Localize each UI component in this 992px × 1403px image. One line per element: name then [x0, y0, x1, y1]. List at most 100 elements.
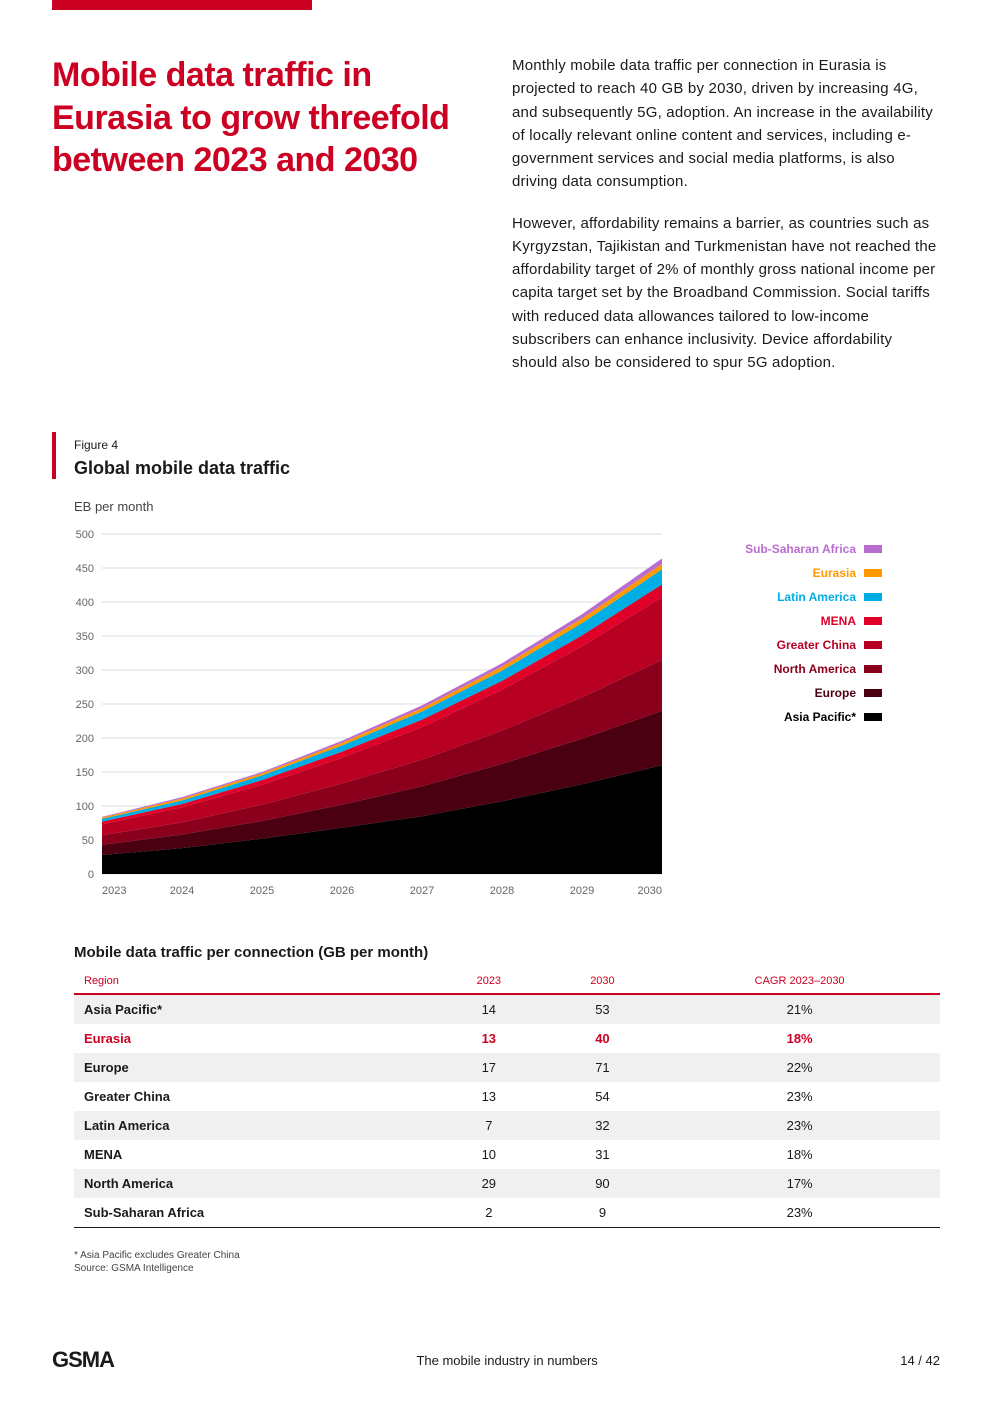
table-cell: 23% — [659, 1111, 940, 1140]
page-footer: GSMA The mobile industry in numbers 14 /… — [52, 1347, 940, 1373]
figure-header: Figure 4 Global mobile data traffic — [52, 432, 940, 479]
table-cell: 14 — [432, 994, 546, 1024]
svg-text:2024: 2024 — [170, 885, 194, 897]
table-cell: 21% — [659, 994, 940, 1024]
legend-item: Asia Pacific* — [688, 710, 882, 724]
table-cell: 90 — [546, 1169, 660, 1198]
legend-swatch — [864, 569, 882, 577]
table-cell: North America — [74, 1169, 432, 1198]
legend-label: Latin America — [777, 590, 856, 604]
legend-label: North America — [774, 662, 856, 676]
table-cell: 71 — [546, 1053, 660, 1082]
legend-swatch — [864, 617, 882, 625]
table-cell: 13 — [432, 1024, 546, 1053]
table-cell: 18% — [659, 1024, 940, 1053]
legend-item: North America — [688, 662, 882, 676]
chart-legend: Sub-Saharan Africa Eurasia Latin America ME… — [672, 524, 882, 734]
table-cell: 9 — [546, 1198, 660, 1228]
legend-label: Sub-Saharan Africa — [745, 542, 856, 556]
table-column-header: 2030 — [546, 969, 660, 994]
svg-text:2027: 2027 — [410, 885, 434, 897]
table-cell: 2 — [432, 1198, 546, 1228]
svg-text:450: 450 — [76, 563, 94, 575]
table-cell: 53 — [546, 994, 660, 1024]
table-column-header: CAGR 2023–2030 — [659, 969, 940, 994]
figure-title: Global mobile data traffic — [74, 458, 940, 479]
table-column-header: Region — [74, 969, 432, 994]
svg-text:2029: 2029 — [570, 885, 594, 897]
table-row: Latin America73223% — [74, 1111, 940, 1140]
svg-text:100: 100 — [76, 801, 94, 813]
table-cell: Greater China — [74, 1082, 432, 1111]
table-cell: Latin America — [74, 1111, 432, 1140]
header-accent-bar — [52, 0, 312, 10]
table-cell: MENA — [74, 1140, 432, 1169]
table-row: Europe177122% — [74, 1053, 940, 1082]
table-cell: Eurasia — [74, 1024, 432, 1053]
footnote-2: Source: GSMA Intelligence — [74, 1263, 940, 1274]
table-row: North America299017% — [74, 1169, 940, 1198]
table-cell: 29 — [432, 1169, 546, 1198]
legend-item: Greater China — [688, 638, 882, 652]
legend-label: Eurasia — [813, 566, 856, 580]
svg-text:2028: 2028 — [490, 885, 514, 897]
table-cell: 22% — [659, 1053, 940, 1082]
figure-number: Figure 4 — [74, 438, 940, 452]
svg-text:500: 500 — [76, 529, 94, 541]
table-cell: 18% — [659, 1140, 940, 1169]
chart-container: EB per month 0 50 100 150 200 250 300 350 400 450… — [52, 499, 940, 904]
body-paragraph-1: Monthly mobile data traffic per connecti… — [512, 54, 940, 194]
footnote-1: * Asia Pacific excludes Greater China — [74, 1250, 940, 1261]
svg-text:2025: 2025 — [250, 885, 274, 897]
svg-text:150: 150 — [76, 767, 94, 779]
table-cell: Europe — [74, 1053, 432, 1082]
data-table: Region20232030CAGR 2023–2030 Asia Pacifi… — [74, 969, 940, 1228]
table-cell: 23% — [659, 1082, 940, 1111]
table-row: Greater China135423% — [74, 1082, 940, 1111]
table-row: MENA103118% — [74, 1140, 940, 1169]
legend-swatch — [864, 689, 882, 697]
page-content: Mobile data traffic in Eurasia to grow t… — [52, 54, 940, 1276]
table-column-header: 2023 — [432, 969, 546, 994]
table-cell: Asia Pacific* — [74, 994, 432, 1024]
svg-text:300: 300 — [76, 665, 94, 677]
chart-y-axis-unit: EB per month — [52, 499, 940, 514]
table-row: Asia Pacific*145321% — [74, 994, 940, 1024]
body-text-column: Monthly mobile data traffic per connecti… — [512, 54, 940, 392]
legend-swatch — [864, 665, 882, 673]
table-cell: 32 — [546, 1111, 660, 1140]
legend-label: MENA — [821, 614, 856, 628]
table-cell: 54 — [546, 1082, 660, 1111]
table-title: Mobile data traffic per connection (GB p… — [74, 944, 940, 961]
svg-text:400: 400 — [76, 597, 94, 609]
table-cell: Sub-Saharan Africa — [74, 1198, 432, 1228]
table-row: Sub-Saharan Africa2923% — [74, 1198, 940, 1228]
table-cell: 40 — [546, 1024, 660, 1053]
legend-label: Europe — [815, 686, 856, 700]
stacked-area-chart: 0 50 100 150 200 250 300 350 400 450 500 2023 2024 20… — [52, 524, 672, 904]
table-cell: 7 — [432, 1111, 546, 1140]
svg-text:200: 200 — [76, 733, 94, 745]
page-heading: Mobile data traffic in Eurasia to grow t… — [52, 54, 480, 392]
table-cell: 31 — [546, 1140, 660, 1169]
body-paragraph-2: However, affordability remains a barrier… — [512, 212, 940, 375]
legend-item: Sub-Saharan Africa — [688, 542, 882, 556]
legend-label: Asia Pacific* — [784, 710, 856, 724]
svg-text:250: 250 — [76, 699, 94, 711]
footnotes: * Asia Pacific excludes Greater China So… — [52, 1250, 940, 1274]
legend-swatch — [864, 713, 882, 721]
svg-text:350: 350 — [76, 631, 94, 643]
legend-swatch — [864, 545, 882, 553]
table-cell: 17 — [432, 1053, 546, 1082]
svg-text:2023: 2023 — [102, 885, 126, 897]
svg-text:0: 0 — [88, 869, 94, 881]
page-number: 14 / 42 — [900, 1353, 940, 1368]
svg-text:50: 50 — [82, 835, 94, 847]
svg-text:2026: 2026 — [330, 885, 354, 897]
legend-item: Eurasia — [688, 566, 882, 580]
table-row: Eurasia134018% — [74, 1024, 940, 1053]
legend-item: Europe — [688, 686, 882, 700]
table-cell: 13 — [432, 1082, 546, 1111]
table-cell: 17% — [659, 1169, 940, 1198]
table-cell: 23% — [659, 1198, 940, 1228]
